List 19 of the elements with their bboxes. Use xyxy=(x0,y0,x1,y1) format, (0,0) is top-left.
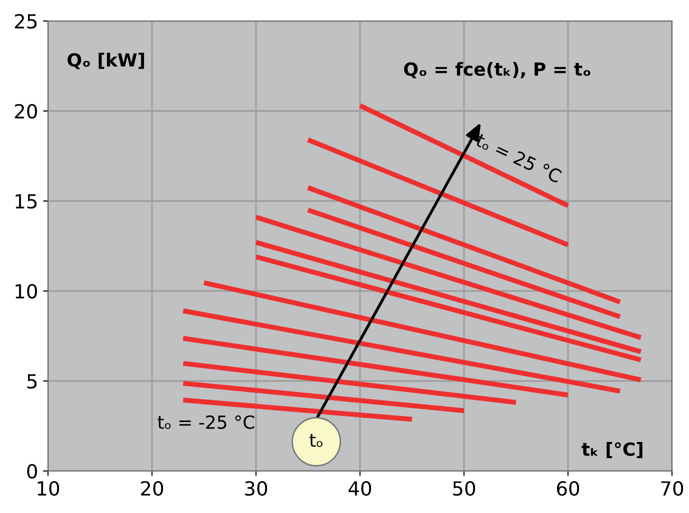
x-tick-label: 20 xyxy=(141,481,164,496)
y-tick-label: 15 xyxy=(16,194,37,209)
annotation: tₒ xyxy=(310,434,322,447)
x-tick-label: 60 xyxy=(556,481,580,496)
x-tick-label: 10 xyxy=(38,481,60,496)
x-tick-label: 50 xyxy=(453,481,476,496)
x-tick-label: 40 xyxy=(348,481,372,496)
y-tick-label: 25 xyxy=(14,14,37,29)
x-tick-label: 70 xyxy=(661,481,684,496)
annotation: tₒ = 25 °C xyxy=(474,132,562,184)
y-tick-label: 20 xyxy=(14,104,37,119)
y-tick-label: 5 xyxy=(27,374,37,389)
y-axis-title: Qₒ [kW] xyxy=(68,52,144,70)
y-tick-label: 0 xyxy=(27,464,37,479)
text: Qₒ = fce(tₖ), P = tₒ xyxy=(404,62,590,78)
annotation: tₒ = -25 °C xyxy=(158,415,254,429)
x-tick-label: 30 xyxy=(245,481,268,496)
x-axis-title: tₖ [°C] xyxy=(582,442,642,458)
y-tick-label: 10 xyxy=(16,284,37,299)
